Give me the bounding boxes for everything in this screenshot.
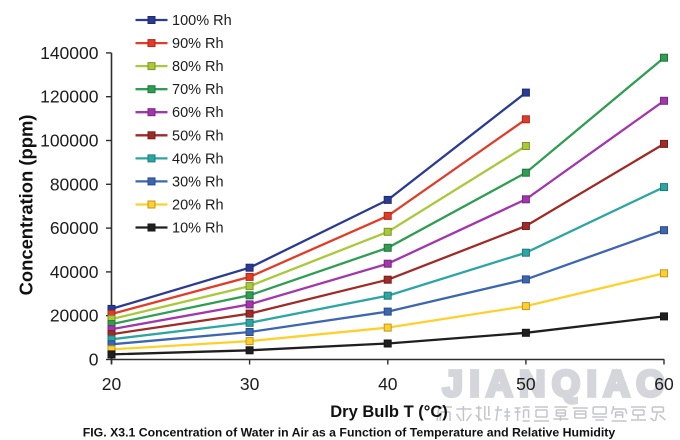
svg-text:0: 0 xyxy=(89,350,99,370)
svg-text:30% Rh: 30% Rh xyxy=(172,174,224,190)
svg-text:70% Rh: 70% Rh xyxy=(172,82,224,98)
svg-text:20000: 20000 xyxy=(50,306,99,326)
svg-text:60% Rh: 60% Rh xyxy=(172,105,224,121)
svg-text:Dry Bulb T (°C): Dry Bulb T (°C) xyxy=(330,403,448,421)
svg-text:100000: 100000 xyxy=(40,131,99,151)
svg-text:90% Rh: 90% Rh xyxy=(172,36,224,52)
svg-text:80% Rh: 80% Rh xyxy=(172,59,224,75)
svg-text:Concentration (ppm): Concentration (ppm) xyxy=(16,115,37,296)
svg-text:120000: 120000 xyxy=(40,87,99,107)
svg-text:10% Rh: 10% Rh xyxy=(172,221,224,237)
svg-text:JIANQIAO: JIANQIAO xyxy=(443,363,671,404)
svg-text:FIG. X3.1 Concentration of Wat: FIG. X3.1 Concentration of Water in Air … xyxy=(83,426,616,440)
svg-text:60000: 60000 xyxy=(50,218,99,238)
svg-text:20: 20 xyxy=(102,374,122,394)
svg-text:20% Rh: 20% Rh xyxy=(172,198,224,214)
svg-text:60: 60 xyxy=(654,374,674,394)
svg-text:140000: 140000 xyxy=(40,43,99,63)
svg-text:40% Rh: 40% Rh xyxy=(172,151,224,167)
svg-text:40000: 40000 xyxy=(50,262,99,282)
svg-text:40: 40 xyxy=(378,374,398,394)
svg-text:80000: 80000 xyxy=(50,174,99,194)
svg-text:50% Rh: 50% Rh xyxy=(172,128,224,144)
svg-text:50: 50 xyxy=(516,374,536,394)
svg-text:30: 30 xyxy=(240,374,260,394)
svg-text:100% Rh: 100% Rh xyxy=(172,13,232,29)
